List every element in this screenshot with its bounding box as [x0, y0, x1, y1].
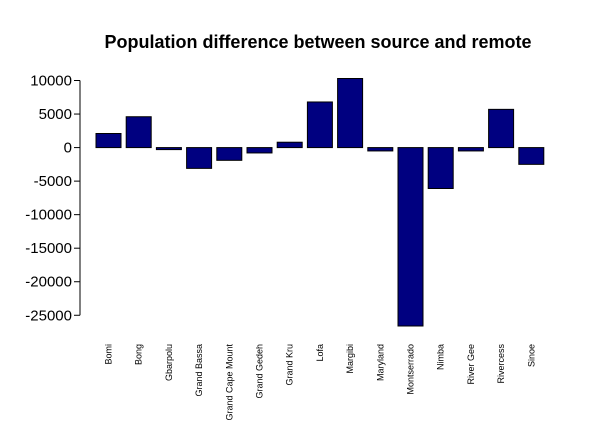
- bar-margibi: [337, 78, 364, 149]
- bar-grand-bassa: [186, 147, 213, 169]
- y-tick-label: -5000: [34, 173, 72, 190]
- bar-sinoe: [518, 147, 545, 165]
- x-tick-label: Montserrado: [406, 344, 416, 395]
- x-tick-label: Margibi: [345, 344, 355, 374]
- y-tick-label: 10000: [30, 73, 72, 90]
- bar-maryland: [367, 147, 394, 152]
- x-tick-label: Rivercess: [496, 344, 506, 384]
- x-tick-label: River Gee: [466, 344, 476, 385]
- x-tick-label: Nimba: [436, 344, 446, 370]
- x-tick-label: Bomi: [104, 344, 114, 365]
- x-tick-label: Sinoe: [526, 344, 536, 367]
- y-tick-label: -25000: [25, 307, 72, 324]
- x-tick-label: Grand Cape Mount: [224, 344, 234, 421]
- y-tick-label: -10000: [25, 207, 72, 224]
- x-tick-label: Grand Gedeh: [255, 344, 265, 399]
- bar-bomi: [95, 133, 122, 149]
- bars: [95, 78, 545, 327]
- x-tick-label: Grand Kru: [285, 344, 295, 386]
- bar-nimba: [427, 147, 454, 190]
- bar-lofa: [306, 101, 333, 149]
- y-tick-label: 5000: [39, 106, 72, 123]
- bar-gbarpolu: [155, 147, 182, 151]
- x-tick-label: Bong: [134, 344, 144, 365]
- bar-grand-kru: [276, 141, 303, 149]
- y-tick-label: -15000: [25, 240, 72, 257]
- y-tick-label: -20000: [25, 274, 72, 291]
- x-tick-label: Gbarpolu: [164, 344, 174, 381]
- bar-montserrado: [397, 147, 424, 327]
- bar-bong: [125, 116, 152, 149]
- bar-grand-gedeh: [246, 147, 273, 154]
- y-tick-label: 0: [64, 140, 72, 157]
- bar-river-gee: [457, 147, 484, 152]
- x-tick-label: Maryland: [375, 344, 385, 381]
- y-axis: 10000 5000 0 -5000 -10000 -15000 -20000 -25000: [25, 73, 81, 324]
- x-tick-label: Grand Bassa: [194, 344, 204, 397]
- chart-title: Population difference between source and…: [104, 32, 531, 52]
- bar-grand-cape-mount: [216, 147, 243, 161]
- x-axis-labels: Bomi Bong Gbarpolu Grand Bassa Grand Cape Mo…: [104, 344, 537, 421]
- x-tick-label: Lofa: [315, 344, 325, 362]
- bar-rivercess: [488, 108, 515, 149]
